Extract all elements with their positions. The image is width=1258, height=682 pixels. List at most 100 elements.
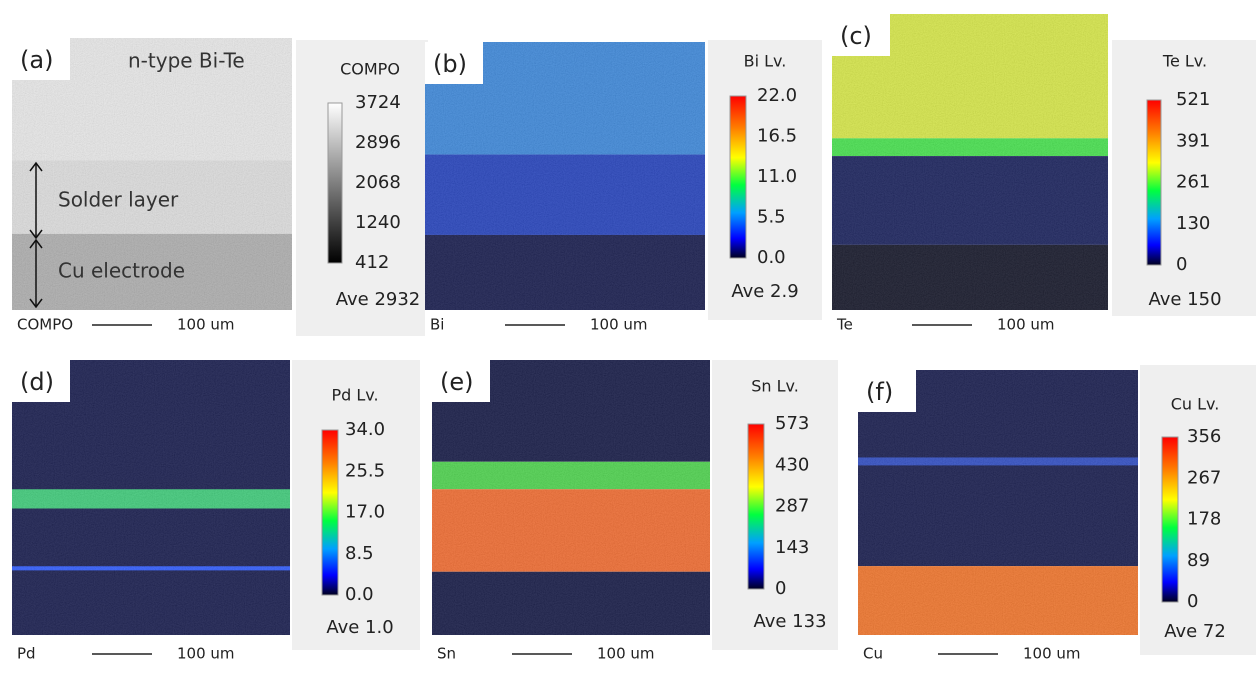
color-tick-label: 356 [1187,426,1221,447]
element-caption: Sn [437,645,456,663]
color-bar [729,95,747,259]
panel-label: (d) [20,368,54,396]
panel: Bi 100 um (b) Bi Lv. 22.0 16.5 11.0 5.5 0.0 Ave 2… [425,40,822,337]
annotation: n-type Bi-Te [128,49,245,73]
panel: COMPO 100 um (a) COMPO 3724 2896 2068 1240 412 Av… [12,38,428,337]
color-tick-label: 11.0 [757,166,797,187]
scale-title: Cu Lv. [1171,395,1220,414]
scale-title: COMPO [340,60,400,79]
color-tick-label: 34.0 [345,419,385,440]
color-tick-label: 143 [775,537,809,558]
caption-strip [832,310,1108,337]
element-caption: COMPO [17,316,73,334]
scale-bar-text: 100 um [177,316,235,334]
map-texture [432,360,710,635]
color-tick-label: 22.0 [757,85,797,106]
element-caption: Te [836,316,853,334]
arrow-head [29,161,43,172]
color-tick-label: 261 [1176,172,1210,193]
scale-box [292,360,420,650]
color-tick-label: 287 [775,496,809,517]
average: Ave 2932 [336,289,421,310]
color-tick-label: 267 [1187,467,1221,488]
panel: Cu 100 um (f) Cu Lv. 356 267 178 89 0 Ave 72 [858,365,1256,666]
caption-strip [12,310,292,337]
label-box [858,370,916,412]
scale-box [712,360,838,650]
map-texture [425,42,705,310]
scale-bar-text: 100 um [997,316,1055,334]
average: Ave 72 [1164,621,1226,642]
color-tick-label: 2068 [355,172,401,193]
color-tick-label: 391 [1176,130,1210,151]
color-bar [1146,99,1162,266]
arrow-head [29,238,43,249]
color-tick-label: 0 [1187,591,1198,612]
scale-bar-text: 100 um [1023,645,1081,663]
scale-title: Te Lv. [1162,52,1207,71]
caption-strip [858,635,1138,666]
caption-strip [12,635,290,666]
average: Ave 1.0 [326,617,393,638]
color-tick-label: 521 [1176,89,1210,110]
label-box [12,360,70,402]
map-texture [12,360,290,635]
panel-label: (b) [433,50,467,78]
scale-box [1140,365,1256,655]
color-bar [327,102,343,264]
label-box [432,360,490,402]
annotation: Cu electrode [58,259,185,283]
map-texture [12,38,292,310]
color-tick-label: 89 [1187,550,1210,571]
element-caption: Bi [430,316,444,334]
scale-box [1112,40,1256,316]
color-tick-label: 0 [775,578,786,599]
panel-label: (c) [840,22,872,50]
caption-strip [432,635,710,666]
color-tick-label: 178 [1187,509,1221,530]
label-box [425,42,483,84]
scale-bar-text: 100 um [177,645,235,663]
panel: Sn 100 um (e) Sn Lv. 573 430 287 143 0 Ave 133 [432,360,838,666]
scale-title: Bi Lv. [744,52,787,71]
color-tick-label: 1240 [355,212,401,233]
map-texture [858,370,1138,635]
color-tick-label: 0.0 [345,584,374,605]
scale-title: Sn Lv. [751,377,799,396]
arrow-head [29,229,43,240]
panel: Te 100 um (c) Te Lv. 521 391 261 130 0 Ave 150 [832,14,1256,337]
panel-label: (f) [866,378,893,406]
color-tick-label: 0.0 [757,247,786,268]
element-caption: Pd [17,645,36,663]
element-caption: Cu [863,645,883,663]
label-box [12,38,70,80]
caption-strip [425,310,705,337]
scale-bar-text: 100 um [590,316,648,334]
average: Ave 2.9 [731,281,798,302]
arrow-head [29,298,43,309]
color-tick-label: 8.5 [345,543,374,564]
color-tick-label: 16.5 [757,126,797,147]
annotation: Solder layer [58,188,179,212]
panel: Pd 100 um (d) Pd Lv. 34.0 25.5 17.0 8.5 0.0 Ave 1… [12,360,420,666]
panel-label: (a) [20,46,53,74]
color-tick-label: 130 [1176,213,1210,234]
color-tick-label: 3724 [355,92,401,113]
color-tick-label: 430 [775,454,809,475]
color-bar [321,429,339,596]
average: Ave 133 [753,611,826,632]
map-texture [832,14,1108,310]
color-tick-label: 5.5 [757,207,786,228]
color-tick-label: 573 [775,413,809,434]
color-tick-label: 0 [1176,254,1187,275]
panel-label: (e) [440,368,474,396]
color-tick-label: 412 [355,252,389,273]
average: Ave 150 [1148,289,1221,310]
color-tick-label: 17.0 [345,502,385,523]
scale-title: Pd Lv. [331,386,378,405]
color-bar [747,423,765,590]
label-box [832,14,890,56]
scale-box [296,40,428,336]
color-tick-label: 2896 [355,132,401,153]
